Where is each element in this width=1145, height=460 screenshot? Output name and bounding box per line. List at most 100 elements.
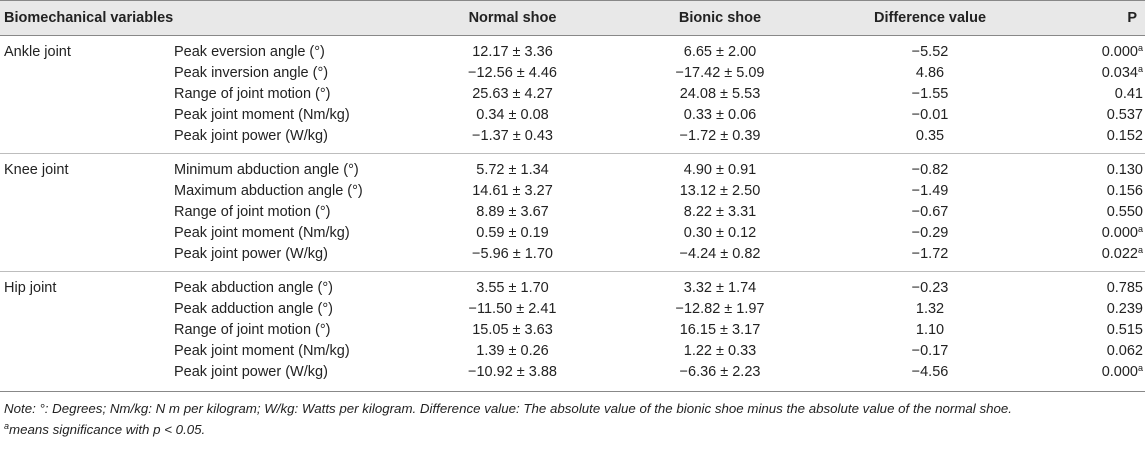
header-row: Biomechanical variables Normal shoe Bion…	[0, 0, 1145, 36]
bionic-shoe-cell: −6.36 ± 2.23	[679, 364, 761, 380]
difference-cell: 0.35	[915, 128, 945, 144]
normal-shoe-cell: 12.17 ± 3.36	[472, 44, 553, 60]
table-row: Hip joint Peak abduction angle (°) 3.55 ± …	[0, 271, 1145, 299]
note-line-2-text: means significance with p < 0.05.	[9, 422, 206, 437]
bionic-shoe-cell: 6.65 ± 2.00	[683, 44, 757, 60]
table-row: Peak joint moment (Nm/kg) 1.39 ± 0.26 1.22…	[0, 341, 1145, 362]
table-row: Maximum abduction angle (°) 14.61 ± 3.27 1…	[0, 181, 1145, 202]
p-value: 0.034	[1101, 65, 1138, 81]
difference-cell: −0.17	[911, 343, 949, 359]
header-p: P	[1035, 0, 1145, 36]
difference-cell: −0.01	[911, 107, 949, 123]
group-label	[0, 181, 170, 202]
bionic-shoe-cell: −17.42 ± 5.09	[675, 65, 765, 81]
table-row: Peak joint power (W/kg) −1.37 ± 0.43 −1.72…	[0, 126, 1145, 154]
variable-cell: Peak joint moment (Nm/kg)	[174, 225, 350, 241]
bionic-shoe-cell: −4.24 ± 0.82	[679, 246, 761, 262]
normal-shoe-cell: 14.61 ± 3.27	[472, 183, 553, 199]
group-label	[0, 202, 170, 223]
variable-cell: Range of joint motion (°)	[174, 322, 331, 338]
difference-cell: −1.72	[911, 246, 949, 262]
p-value: 0.550	[1106, 204, 1143, 220]
bionic-shoe-cell: 24.08 ± 5.53	[679, 86, 761, 102]
variable-cell: Peak joint power (W/kg)	[174, 364, 328, 380]
note-line-2: ameans significance with p < 0.05.	[4, 419, 1141, 440]
normal-shoe-cell: −5.96 ± 1.70	[472, 246, 553, 262]
p-value-cell: 0.034a	[1035, 63, 1145, 84]
p-value: 0.022	[1101, 246, 1138, 262]
p-value-cell: 0.130	[1035, 153, 1145, 181]
p-value-cell: 0.515	[1035, 320, 1145, 341]
normal-shoe-cell: 8.89 ± 3.67	[476, 204, 549, 220]
difference-cell: 1.10	[915, 322, 945, 338]
difference-cell: −1.49	[911, 183, 949, 199]
difference-cell: 4.86	[915, 65, 945, 81]
normal-shoe-cell: 0.59 ± 0.19	[476, 225, 549, 241]
significance-marker: a	[1137, 43, 1143, 53]
variable-cell: Peak abduction angle (°)	[170, 271, 410, 299]
group-label	[0, 63, 170, 84]
variable-cell: Range of joint motion (°)	[174, 86, 331, 102]
bionic-shoe-cell: −12.82 ± 1.97	[675, 301, 765, 317]
p-value-cell: 0.785	[1035, 271, 1145, 299]
normal-shoe-cell: 1.39 ± 0.26	[476, 343, 549, 359]
p-value: 0.000	[1101, 364, 1138, 380]
variable-cell: Peak inversion angle (°)	[174, 65, 329, 81]
p-value-cell: 0.000a	[1035, 362, 1145, 389]
table-row: Range of joint motion (°) 25.63 ± 4.27 24.…	[0, 84, 1145, 105]
table-row: Peak joint power (W/kg) −5.96 ± 1.70 −4.24…	[0, 244, 1145, 272]
group-label	[0, 341, 170, 362]
header-normal-shoe: Normal shoe	[410, 0, 615, 36]
biomechanics-table: Biomechanical variables Normal shoe Bion…	[0, 0, 1145, 389]
p-value-cell: 0.152	[1035, 126, 1145, 154]
group-label: Hip joint	[0, 271, 170, 299]
bionic-shoe-cell: 4.90 ± 0.91	[615, 153, 825, 181]
variable-cell: Range of joint motion (°)	[174, 204, 331, 220]
group-label	[0, 84, 170, 105]
group-label	[0, 362, 170, 389]
variable-cell: Maximum abduction angle (°)	[174, 183, 363, 199]
variable-cell: Minimum abduction angle (°)	[170, 153, 410, 181]
difference-cell: −5.52	[911, 44, 949, 60]
p-value-cell: 0.062	[1035, 341, 1145, 362]
note-line-1: Note: °: Degrees; Nm/kg: N m per kilogra…	[4, 401, 1012, 416]
difference-cell: −0.23	[825, 271, 1035, 299]
difference-cell: −0.29	[911, 225, 949, 241]
p-value: 0.239	[1106, 301, 1143, 317]
bionic-shoe-cell: 16.15 ± 3.17	[679, 322, 761, 338]
normal-shoe-cell: 5.72 ± 1.34	[410, 153, 615, 181]
normal-shoe-cell: 0.34 ± 0.08	[476, 107, 549, 123]
p-value: 0.130	[1106, 162, 1143, 178]
table-row: Peak joint power (W/kg) −10.92 ± 3.88 −6.3…	[0, 362, 1145, 389]
p-value: 0.156	[1106, 183, 1143, 199]
normal-shoe-cell: −12.56 ± 4.46	[468, 65, 557, 81]
normal-shoe-cell: 15.05 ± 3.63	[472, 322, 553, 338]
p-value: 0.152	[1106, 128, 1143, 144]
significance-marker: a	[1137, 245, 1143, 255]
p-value-cell: 0.000a	[1035, 36, 1145, 64]
bionic-shoe-cell: 3.32 ± 1.74	[615, 271, 825, 299]
p-value-cell: 0.550	[1035, 202, 1145, 223]
p-value-cell: 0.000a	[1035, 223, 1145, 244]
p-value-cell: 0.239	[1035, 299, 1145, 320]
p-value: 0.515	[1106, 322, 1143, 338]
header-variables: Biomechanical variables	[0, 0, 410, 36]
header-difference-value: Difference value	[825, 0, 1035, 36]
p-value-cell: 0.156	[1035, 181, 1145, 202]
group-label	[0, 244, 170, 272]
p-value: 0.000	[1101, 44, 1138, 60]
table-row: Range of joint motion (°) 8.89 ± 3.67 8.22…	[0, 202, 1145, 223]
significance-marker: a	[1137, 64, 1143, 74]
significance-marker: a	[1137, 363, 1143, 373]
group-label: Ankle joint	[4, 44, 71, 60]
group-label	[0, 320, 170, 341]
difference-cell: −0.82	[825, 153, 1035, 181]
normal-shoe-cell: −10.92 ± 3.88	[468, 364, 557, 380]
significance-marker: a	[1137, 224, 1143, 234]
p-value-cell: 0.41	[1035, 84, 1145, 105]
p-value-cell: 0.537	[1035, 105, 1145, 126]
variable-cell: Peak eversion angle (°)	[174, 44, 325, 60]
bionic-shoe-cell: 1.22 ± 0.33	[683, 343, 757, 359]
bionic-shoe-cell: 8.22 ± 3.31	[683, 204, 757, 220]
variable-cell: Peak joint power (W/kg)	[174, 128, 328, 144]
